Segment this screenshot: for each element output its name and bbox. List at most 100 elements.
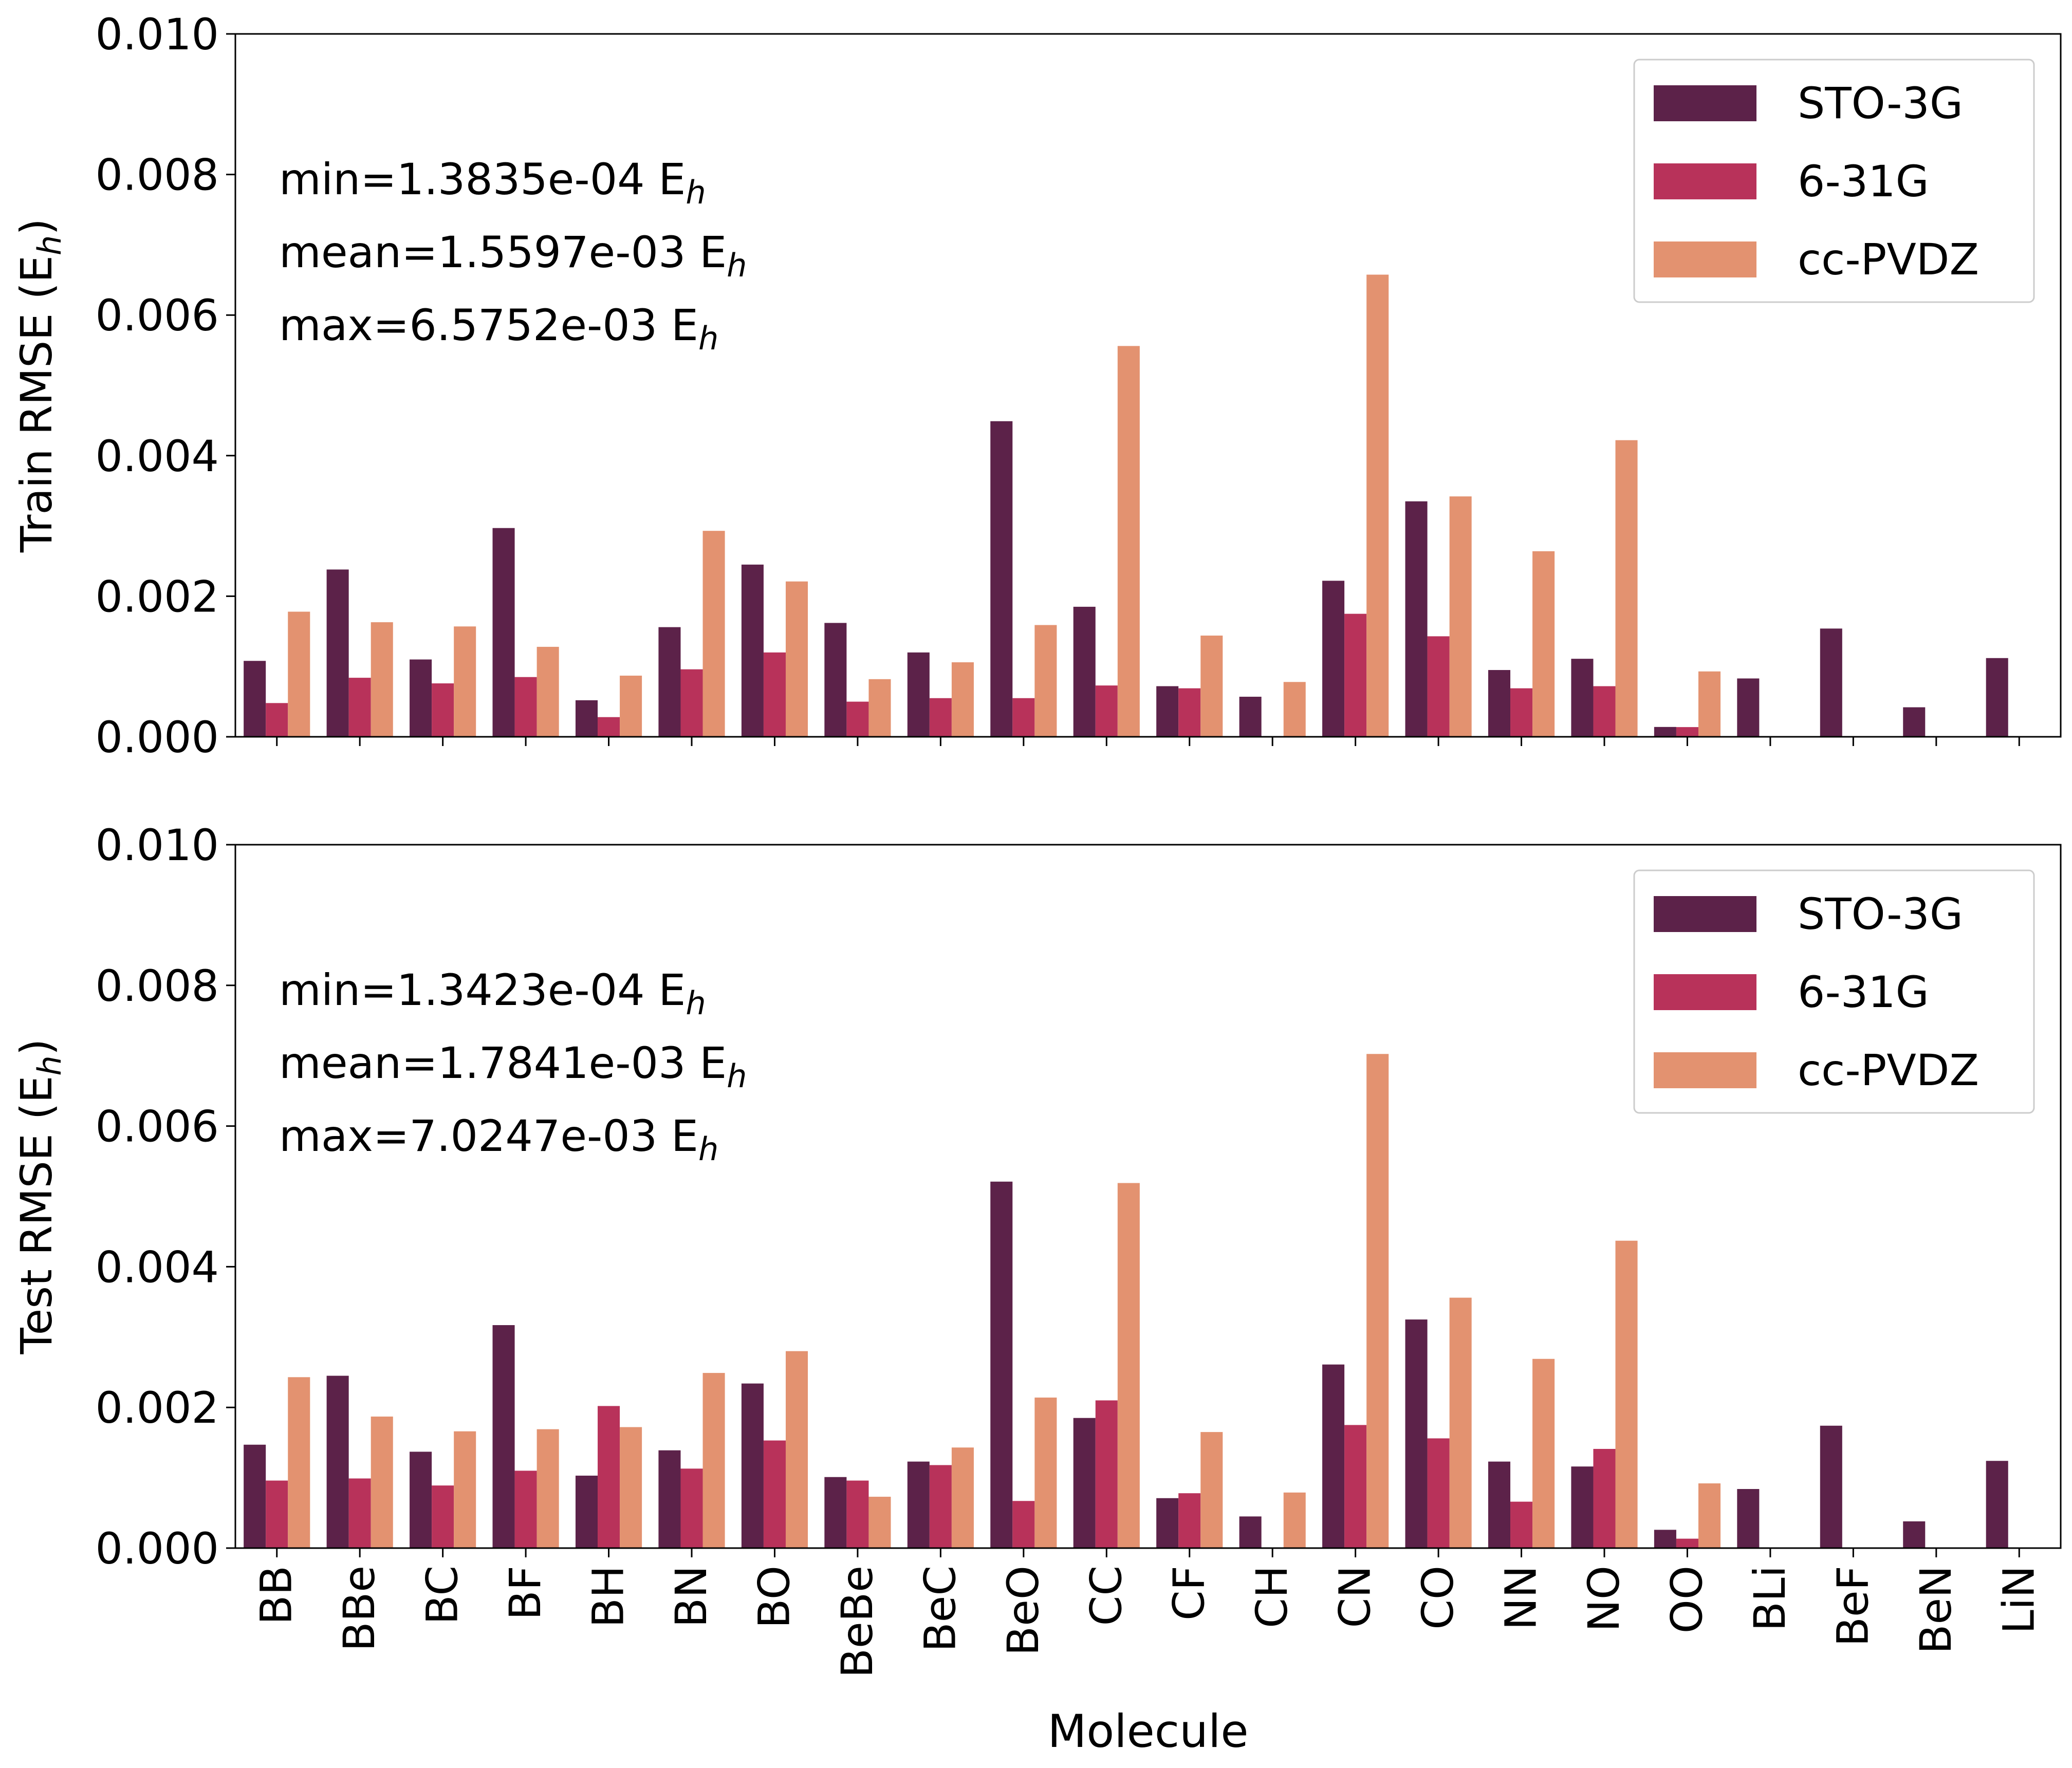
test-bar-ccpvdz-bebe bbox=[868, 1497, 891, 1548]
train-ytick-label: 0.002 bbox=[96, 571, 219, 622]
test-stats-annotation: min=1.3423e-04 Eh mean=1.7841e-03 Eh max… bbox=[279, 965, 747, 1168]
test-bar-sto3g-beo bbox=[990, 1181, 1013, 1548]
train-rmse-panel: 0.000 0.002 0.004 0.006 0.008 0.010 Train RMS… bbox=[11, 9, 2062, 762]
train-bar-sto3g-bc bbox=[410, 659, 432, 737]
train-bar-ccpvdz-co bbox=[1449, 496, 1472, 737]
test-bar-sto3g-lin bbox=[1986, 1461, 2008, 1548]
test-bar-sto3g-bli bbox=[1737, 1489, 1760, 1548]
train-bar-631g-bec bbox=[929, 698, 952, 737]
train-legend-swatch-sto3g bbox=[1654, 85, 1756, 121]
train-bar-ccpvdz-bn bbox=[702, 531, 725, 737]
train-bar-sto3g-co bbox=[1405, 501, 1428, 737]
test-stat-min: min=1.3423e-04 Eh bbox=[279, 965, 706, 1022]
train-bar-ccpvdz-cn bbox=[1366, 274, 1389, 737]
test-bar-ccpvdz-bc bbox=[454, 1431, 476, 1548]
train-bar-sto3g-beo bbox=[990, 421, 1013, 737]
train-bar-sto3g-bbe bbox=[326, 569, 349, 737]
train-bar-ccpvdz-bf bbox=[536, 646, 559, 737]
train-stat-max: max=6.5752e-03 Eh bbox=[279, 300, 718, 357]
molecule-tick-label-bc: BC bbox=[417, 1566, 468, 1625]
test-bar-ccpvdz-bec bbox=[951, 1447, 974, 1548]
train-bar-ccpvdz-nn bbox=[1532, 551, 1555, 737]
train-y-axis-label: Train RMSE (Eh) bbox=[11, 218, 68, 553]
train-legend-label-sto3g: STO-3G bbox=[1798, 78, 1963, 128]
molecule-tick-label-ben: BeN bbox=[1911, 1566, 1961, 1654]
molecule-tick-label-co: CO bbox=[1413, 1566, 1463, 1630]
test-bar-ccpvdz-no bbox=[1615, 1240, 1638, 1548]
test-bar-631g-bbe bbox=[348, 1478, 371, 1548]
molecule-tick-label-bebe: BeBe bbox=[832, 1566, 882, 1678]
test-bar-631g-co bbox=[1427, 1438, 1450, 1548]
train-bar-sto3g-oo bbox=[1654, 727, 1676, 737]
test-bar-sto3g-ch bbox=[1239, 1516, 1262, 1548]
molecule-tick-label-lin: LiN bbox=[1993, 1566, 2044, 1634]
train-bar-631g-bebe bbox=[846, 701, 869, 737]
test-bar-sto3g-cf bbox=[1156, 1498, 1179, 1548]
test-y-axis: 0.000 0.002 0.004 0.006 0.008 0.010 bbox=[96, 820, 235, 1574]
molecule-tick-label-bbe: BBe bbox=[334, 1566, 384, 1651]
train-bar-631g-no bbox=[1593, 686, 1616, 737]
train-bar-ccpvdz-bebe bbox=[868, 679, 891, 737]
test-bar-ccpvdz-bo bbox=[785, 1351, 808, 1548]
test-bar-ccpvdz-bn bbox=[702, 1373, 725, 1548]
test-ytick-label: 0.006 bbox=[96, 1102, 219, 1152]
train-bar-631g-bbe bbox=[348, 678, 371, 737]
molecule-tick-label-bec: BeC bbox=[915, 1566, 965, 1652]
test-bar-sto3g-bebe bbox=[824, 1477, 847, 1548]
train-bar-sto3g-bli bbox=[1737, 678, 1760, 737]
test-bar-sto3g-bf bbox=[492, 1325, 515, 1548]
train-bar-ccpvdz-cf bbox=[1200, 636, 1223, 737]
molecule-tick-label-bf: BF bbox=[500, 1566, 550, 1620]
train-stat-min: min=1.3835e-04 Eh bbox=[279, 154, 706, 211]
test-bar-sto3g-co bbox=[1405, 1319, 1428, 1548]
test-stat-mean: mean=1.7841e-03 Eh bbox=[279, 1038, 747, 1095]
test-bar-sto3g-nn bbox=[1488, 1461, 1511, 1548]
train-ytick-label: 0.010 bbox=[96, 9, 219, 60]
test-bar-631g-bb bbox=[266, 1480, 288, 1548]
test-bar-ccpvdz-beo bbox=[1034, 1398, 1057, 1548]
train-bar-sto3g-ben bbox=[1903, 707, 1926, 737]
train-stats-annotation: min=1.3835e-04 Eh mean=1.5597e-03 Eh max… bbox=[279, 154, 747, 357]
train-bar-631g-bn bbox=[680, 669, 703, 737]
test-ytick-label: 0.002 bbox=[96, 1383, 219, 1433]
test-bar-sto3g-cc bbox=[1073, 1418, 1096, 1548]
molecule-tick-label-cf: CF bbox=[1164, 1566, 1214, 1621]
train-bar-631g-bo bbox=[763, 652, 786, 737]
train-legend: STO-3G 6-31G cc-PVDZ bbox=[1633, 59, 2035, 303]
molecule-tick-label-bh: BH bbox=[583, 1566, 634, 1628]
test-legend-swatch-sto3g bbox=[1654, 896, 1756, 932]
test-bar-631g-bc bbox=[432, 1485, 454, 1548]
train-bar-ccpvdz-beo bbox=[1034, 625, 1057, 737]
test-ytick-label: 0.000 bbox=[96, 1523, 219, 1574]
test-plot-frame bbox=[234, 844, 2062, 1549]
test-bar-sto3g-bef bbox=[1820, 1425, 1842, 1548]
molecule-tick-label-cn: CN bbox=[1330, 1566, 1380, 1628]
test-bar-631g-bh bbox=[598, 1406, 620, 1548]
train-bar-ccpvdz-no bbox=[1615, 440, 1638, 737]
test-bar-631g-cc bbox=[1095, 1400, 1118, 1548]
test-bar-631g-bn bbox=[680, 1468, 703, 1548]
train-bar-sto3g-bh bbox=[575, 700, 598, 737]
test-bar-631g-bebe bbox=[846, 1480, 869, 1548]
molecule-tick-label-bef: BeF bbox=[1827, 1566, 1878, 1647]
test-legend-label-631g: 6-31G bbox=[1798, 967, 1929, 1017]
train-bar-sto3g-no bbox=[1571, 659, 1594, 737]
test-bar-ccpvdz-cf bbox=[1200, 1432, 1223, 1548]
test-bar-sto3g-bh bbox=[575, 1475, 598, 1548]
test-bar-sto3g-oo bbox=[1654, 1530, 1676, 1548]
train-bar-631g-cc bbox=[1095, 685, 1118, 737]
test-bar-631g-nn bbox=[1510, 1501, 1533, 1548]
test-bar-sto3g-cn bbox=[1322, 1364, 1345, 1548]
x-axis-label: Molecule bbox=[1047, 1705, 1248, 1758]
train-plot-frame bbox=[234, 33, 2062, 738]
train-bar-sto3g-bf bbox=[492, 528, 515, 737]
test-bar-ccpvdz-bh bbox=[620, 1427, 642, 1548]
test-bar-631g-oo bbox=[1676, 1538, 1698, 1548]
test-bar-sto3g-bbe bbox=[326, 1375, 349, 1548]
train-bar-ccpvdz-bec bbox=[951, 662, 974, 737]
train-ytick-label: 0.000 bbox=[96, 712, 219, 762]
test-bar-sto3g-bec bbox=[907, 1461, 930, 1548]
test-bars bbox=[244, 1054, 2008, 1548]
train-legend-label-ccpvdz: cc-PVDZ bbox=[1798, 234, 1979, 285]
